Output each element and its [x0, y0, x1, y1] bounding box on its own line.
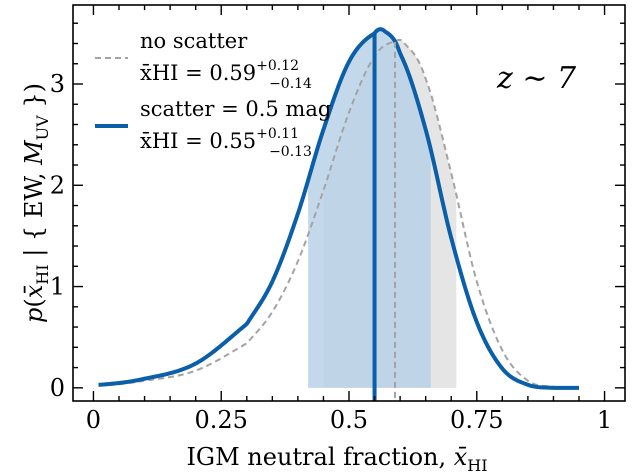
legend-value-scatter: x̄HI = 0.55+0.11 −0.13	[140, 126, 312, 160]
x-tick-label: 0.75	[450, 406, 503, 434]
y-tick-label: 1	[50, 273, 65, 301]
x-axis-label: IGM neutral fraction, x̄HI	[186, 443, 487, 475]
x-tick-labels: 0 0.25 0.5 0.75 1	[86, 406, 612, 434]
x-tick-label: 1	[597, 406, 612, 434]
posterior-curves	[98, 27, 580, 390]
axis-ticks	[73, 5, 625, 401]
x-tick-label: 0.5	[330, 406, 368, 434]
legend-value-no-scatter: x̄HI = 0.59+0.12 −0.14	[140, 58, 312, 92]
median-lines	[372, 33, 396, 401]
legend-label-scatter: scatter = 0.5 mag	[140, 97, 331, 121]
y-axis-label: p(x̄HI | { EW, MUV })	[20, 83, 52, 323]
legend-err-minus-no-scatter: −0.14	[269, 76, 312, 92]
credible-interval-fills	[308, 29, 457, 388]
legend: no scatter x̄HI = 0.59+0.12 −0.14 scatter…	[95, 29, 331, 160]
y-tick-label: 2	[50, 171, 65, 199]
redshift-annotation: z ∼ 7	[496, 61, 577, 96]
x-tick-label: 0.25	[195, 406, 248, 434]
y-tick-label: 0	[50, 374, 65, 402]
legend-label-no-scatter: no scatter	[140, 29, 248, 53]
interval-fill-1	[308, 29, 431, 388]
y-tick-label: 3	[50, 70, 65, 98]
series-line-0	[98, 38, 580, 389]
legend-median-no-scatter: x̄HI = 0.59	[140, 61, 256, 85]
legend-err-minus-scatter: −0.13	[269, 144, 312, 160]
series-line-1	[98, 27, 580, 390]
y-tick-labels: 0 1 2 3	[50, 70, 65, 402]
x-tick-label: 0	[86, 406, 101, 434]
legend-median-scatter: x̄HI = 0.55	[140, 129, 256, 153]
legend-err-plus-no-scatter: +0.12	[256, 58, 299, 74]
legend-err-plus-scatter: +0.11	[256, 126, 299, 142]
plot-frame	[72, 4, 626, 402]
